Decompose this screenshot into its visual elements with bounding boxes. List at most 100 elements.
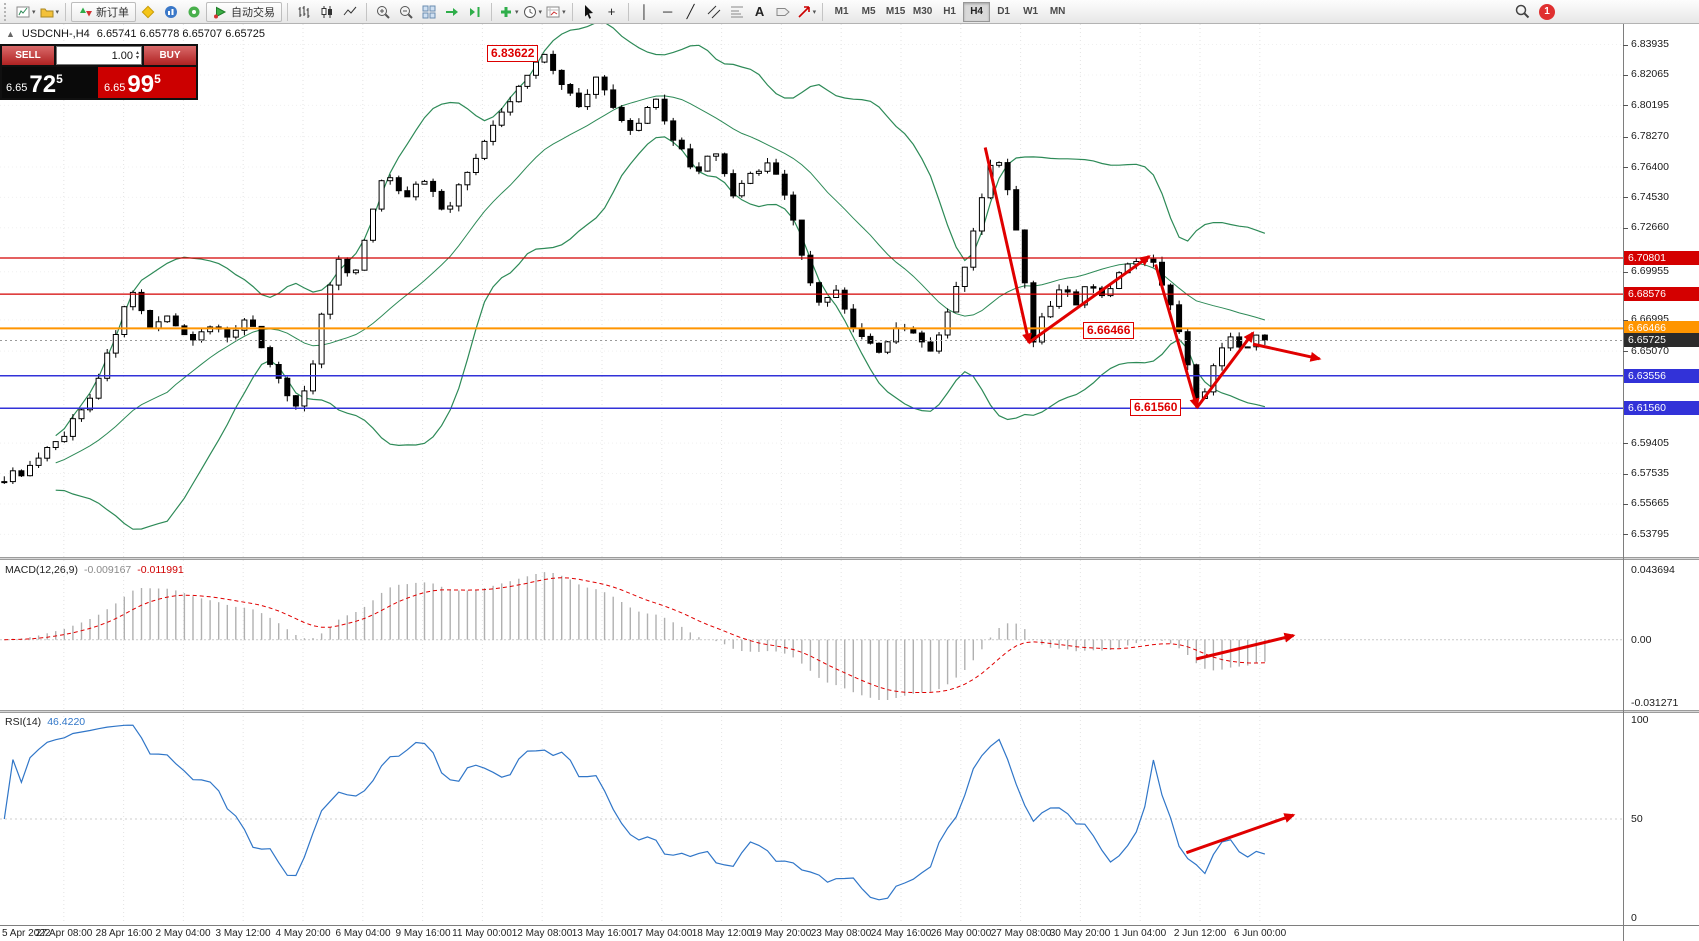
tf-button-MN[interactable]: MN bbox=[1049, 6, 1066, 17]
volume-input[interactable]: 1.00 ▴ ▾ bbox=[56, 46, 142, 65]
trend-arrow-macd[interactable] bbox=[1195, 632, 1296, 661]
horizontal-line-button[interactable]: ─ bbox=[657, 2, 679, 22]
periods-button[interactable]: ▾ bbox=[521, 2, 544, 22]
horizontal-line-icon: ─ bbox=[662, 4, 673, 19]
autotrade-icon bbox=[214, 6, 227, 18]
tf-button-D1[interactable]: D1 bbox=[997, 6, 1010, 17]
rsi-value: 46.4220 bbox=[47, 716, 86, 728]
tile-windows-button[interactable] bbox=[418, 2, 440, 22]
metaeditor-button[interactable] bbox=[137, 2, 159, 22]
toolbar-separator bbox=[627, 2, 629, 21]
line-chart-icon bbox=[343, 6, 357, 15]
arrows-layer[interactable] bbox=[983, 147, 1322, 855]
tile-windows-icon bbox=[422, 5, 436, 18]
spinner-up-icon[interactable]: ▴ bbox=[135, 49, 139, 56]
rsi-panel[interactable] bbox=[0, 713, 1623, 925]
dropdown-caret-icon: ▾ bbox=[562, 8, 566, 16]
rsi-axis-50: 50 bbox=[1631, 813, 1643, 825]
buy-button[interactable]: BUY bbox=[144, 46, 196, 65]
bollinger-middle-line bbox=[55, 95, 1266, 464]
fibonacci-button[interactable] bbox=[726, 2, 748, 22]
time-axis-label: 3 May 12:00 bbox=[215, 928, 271, 939]
volume-value[interactable]: 1.00 bbox=[111, 49, 133, 62]
channel-icon bbox=[707, 5, 720, 18]
tf-button-M30[interactable]: M30 bbox=[912, 6, 933, 17]
label-button[interactable] bbox=[772, 2, 794, 22]
macd-panel[interactable] bbox=[0, 560, 1623, 710]
time-axis-label: 4 May 20:00 bbox=[275, 928, 331, 939]
search-icon bbox=[1515, 4, 1529, 19]
price-axis-marker: 6.63556 bbox=[1624, 369, 1699, 383]
trend-arrow[interactable] bbox=[1252, 342, 1322, 362]
ask-price[interactable]: 6.65 99 5 bbox=[98, 67, 196, 98]
market-button[interactable] bbox=[160, 2, 182, 22]
search-button[interactable] bbox=[1511, 2, 1533, 22]
price-axis-border bbox=[1623, 24, 1624, 941]
auto-scroll-button[interactable] bbox=[441, 2, 463, 22]
zoom-in-button[interactable] bbox=[372, 2, 394, 22]
arrow-tool-button[interactable]: ▾ bbox=[795, 2, 818, 22]
new-chart-button[interactable]: ▾ bbox=[14, 2, 37, 22]
price-annotation[interactable]: 6.66466 bbox=[1083, 322, 1135, 339]
tf-button-W1[interactable]: W1 bbox=[1023, 6, 1039, 17]
volume-spinner[interactable]: ▴ ▾ bbox=[135, 49, 139, 61]
cursor-button[interactable] bbox=[578, 2, 600, 22]
horizontal-lines-layer[interactable] bbox=[0, 257, 1623, 409]
line-chart-button[interactable] bbox=[339, 2, 361, 22]
main-chart-panel[interactable] bbox=[0, 24, 1623, 557]
grid-layer bbox=[0, 24, 1623, 924]
sell-button[interactable]: SELL bbox=[2, 46, 54, 65]
zoom-out-button[interactable] bbox=[395, 2, 417, 22]
chart-title-bar: ▲ USDCNH-,H4 6.65741 6.65778 6.65707 6.6… bbox=[6, 28, 265, 40]
profiles-button[interactable]: ▾ bbox=[38, 2, 61, 22]
candlestick-chart-button[interactable] bbox=[316, 2, 338, 22]
cursor-icon bbox=[584, 4, 593, 19]
price-annotation[interactable]: 6.61560 bbox=[1130, 399, 1182, 416]
toolbar-grip[interactable] bbox=[4, 2, 9, 21]
indicator-layer bbox=[0, 572, 1623, 901]
vertical-line-button[interactable]: │ bbox=[634, 2, 656, 22]
panel-splitter-macd[interactable] bbox=[0, 557, 1699, 560]
tf-button-H1[interactable]: H1 bbox=[943, 6, 956, 17]
fibonacci-icon bbox=[730, 6, 743, 17]
metaeditor-icon bbox=[141, 5, 155, 18]
one-click-collapse-icon[interactable]: ▲ bbox=[6, 29, 15, 39]
panel-splitter-rsi[interactable] bbox=[0, 710, 1699, 713]
templates-icon bbox=[546, 6, 560, 17]
chart-shift-button[interactable] bbox=[464, 2, 486, 22]
time-axis-label: 17 May 04:00 bbox=[631, 928, 693, 939]
time-axis-label: 13 May 16:00 bbox=[571, 928, 633, 939]
bid-price[interactable]: 6.65 72 5 bbox=[2, 67, 98, 98]
tf-button-M15[interactable]: M15 bbox=[885, 6, 906, 17]
ask-big-digits: 99 bbox=[127, 71, 155, 98]
new-order-button[interactable]: 新订单 bbox=[71, 1, 137, 22]
notification-badge[interactable]: 1 bbox=[1539, 3, 1555, 20]
trend-arrow[interactable] bbox=[1195, 331, 1255, 409]
trend-arrow[interactable] bbox=[1154, 264, 1200, 410]
tf-button-M1[interactable]: M1 bbox=[834, 6, 849, 17]
tf-button-H4[interactable]: H4 bbox=[963, 1, 991, 22]
crosshair-button[interactable]: + bbox=[601, 2, 623, 22]
price-annotation[interactable]: 6.83622 bbox=[487, 45, 539, 62]
trend-arrow[interactable] bbox=[1028, 255, 1151, 344]
signals-button[interactable] bbox=[183, 2, 205, 22]
tf-button-M5[interactable]: M5 bbox=[861, 6, 876, 17]
price-axis-label: 6.74530 bbox=[1631, 191, 1669, 203]
templates-button[interactable]: ▾ bbox=[544, 2, 567, 22]
trend-arrow-rsi[interactable] bbox=[1185, 813, 1296, 855]
add-indicator-button[interactable]: ▾ bbox=[497, 2, 520, 22]
trendline-button[interactable]: ╱ bbox=[680, 2, 702, 22]
autotrade-button[interactable]: 自动交易 bbox=[206, 1, 283, 22]
periods-icon bbox=[523, 5, 536, 18]
text-button[interactable]: A bbox=[749, 2, 771, 22]
spinner-down-icon[interactable]: ▾ bbox=[135, 54, 139, 61]
trend-arrow[interactable] bbox=[983, 147, 1032, 345]
macd-label: MACD(12,26,9) -0.009167 -0.011991 bbox=[5, 564, 184, 576]
macd-signal-value: -0.011991 bbox=[137, 564, 184, 576]
bar-chart-button[interactable] bbox=[293, 2, 315, 22]
channel-button[interactable] bbox=[703, 2, 725, 22]
time-axis-label: 24 May 16:00 bbox=[870, 928, 932, 939]
price-axis-marker: 6.70801 bbox=[1624, 251, 1699, 265]
rsi-axis-0: 0 bbox=[1631, 912, 1637, 924]
